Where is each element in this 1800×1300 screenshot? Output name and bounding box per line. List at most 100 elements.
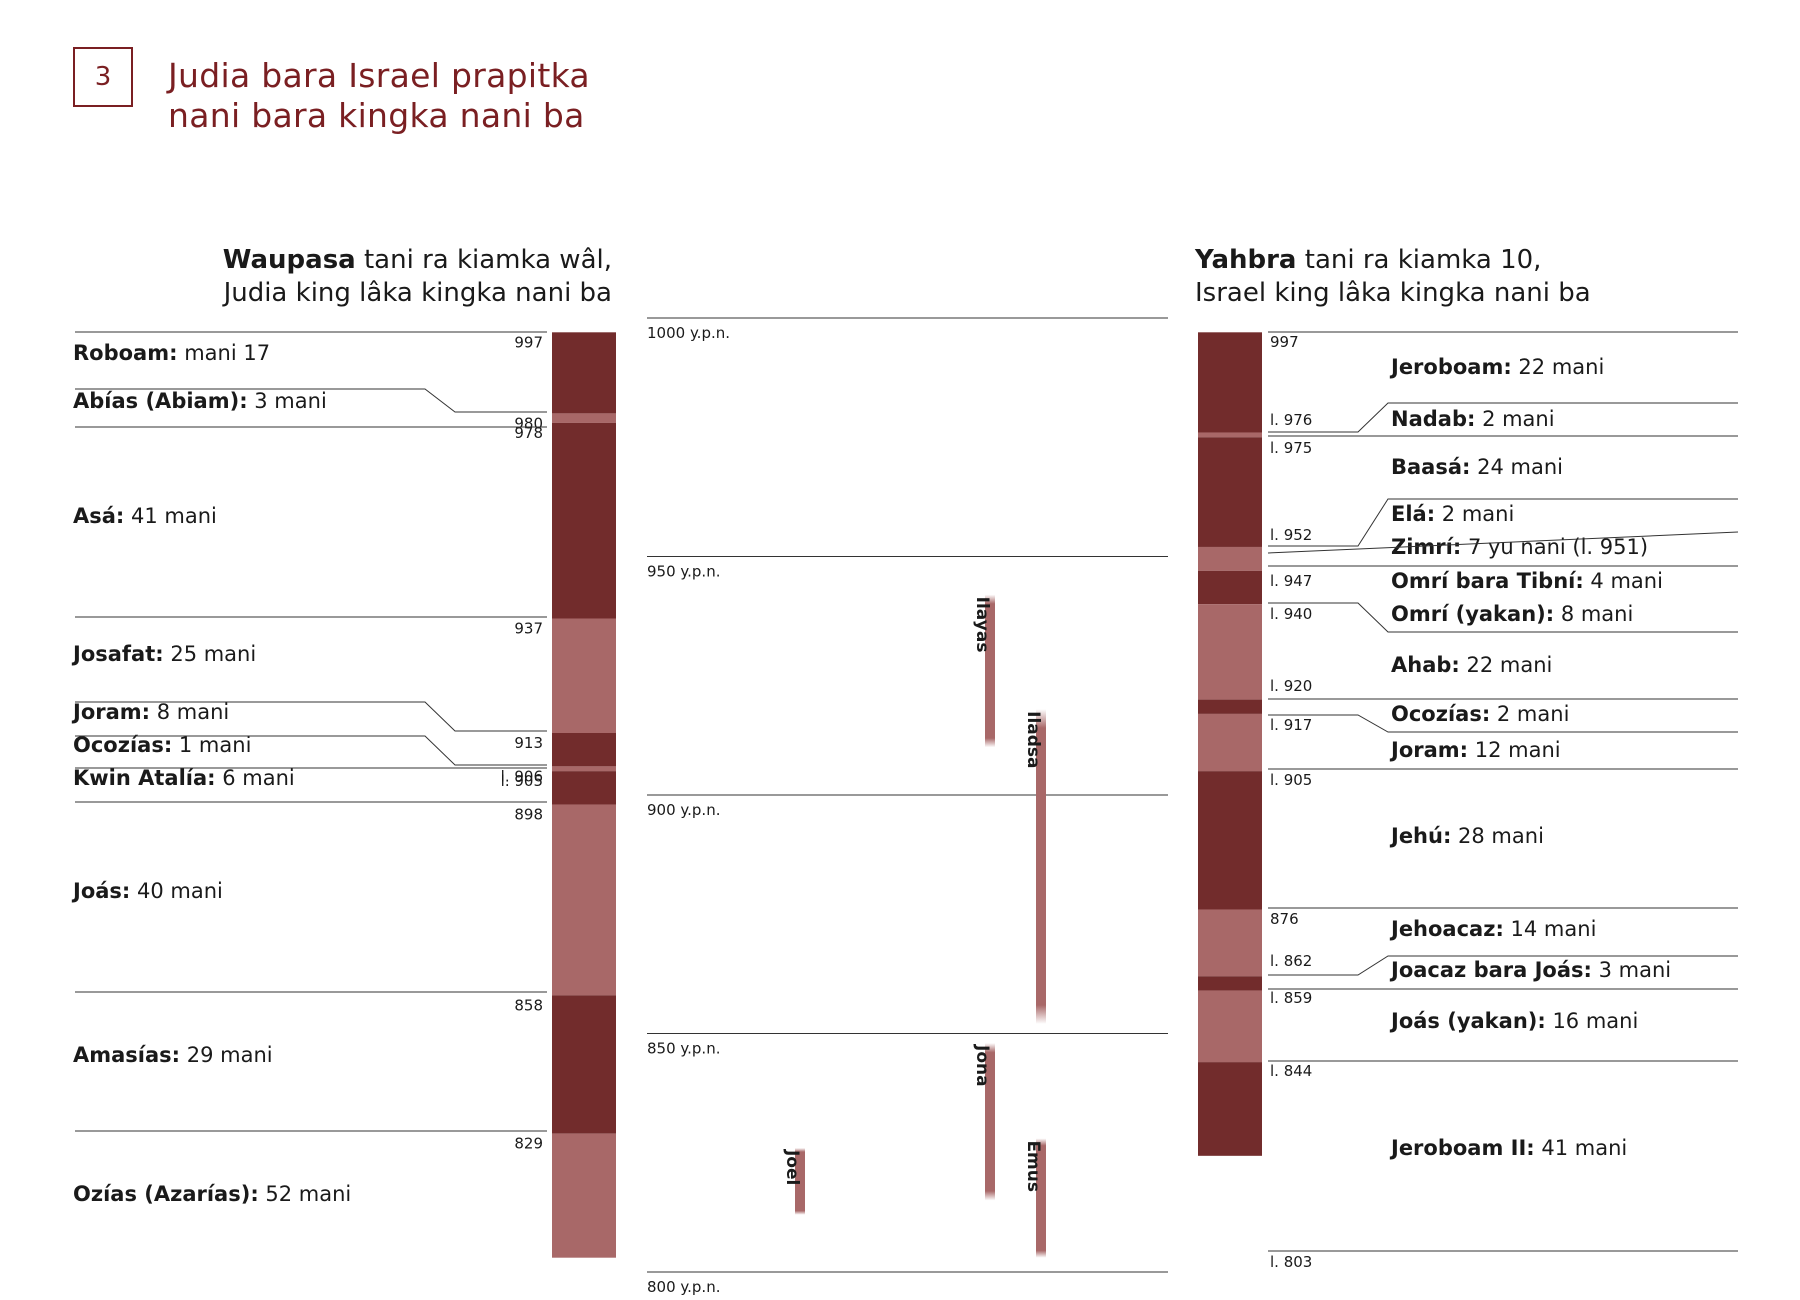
israel-start-year: l. 859	[1270, 989, 1312, 1007]
judah-separator-line	[75, 735, 547, 766]
israel-start-year: l. 905	[1270, 771, 1312, 789]
israel-end-year: l. 803	[1270, 1253, 1312, 1271]
judah-king-label: Ozías (Azarías): 52 mani	[73, 1182, 351, 1206]
israel-reign-bar	[1198, 699, 1262, 714]
israel-separator-line	[1268, 714, 1738, 733]
israel-king-label: Jehoacaz: 14 mani	[1389, 917, 1596, 941]
israel-header-bold: Yahbra	[1195, 245, 1297, 275]
title-line-1: Judia bara Israel prapitka	[168, 56, 590, 95]
israel-king-label: Jeroboam: 22 mani	[1389, 355, 1604, 379]
judah-reign-bar	[552, 1133, 616, 1258]
judah-header-bold: Waupasa	[222, 245, 356, 275]
israel-header-line2: Israel king lâka kingka nani ba	[1195, 278, 1591, 308]
israel-reign-bar	[1198, 570, 1262, 605]
israel-king-label: Zimrí: 7 yu nani (l. 951)	[1391, 535, 1648, 559]
israel-king-label: Joás (yakan): 16 mani	[1389, 1009, 1638, 1033]
judah-reign-bar	[552, 332, 616, 414]
israel-start-year: l. 844	[1270, 1062, 1312, 1080]
judah-separator-line	[75, 701, 547, 732]
page-title: Judia bara Israel prapitka nani bara kin…	[168, 56, 590, 136]
israel-reign-bar	[1198, 332, 1262, 433]
israel-start-year: l. 975	[1270, 439, 1312, 457]
prophet-bar	[1036, 1138, 1046, 1258]
prophet-label: Ilayas	[972, 597, 992, 653]
judah-start-year: 980	[514, 414, 543, 432]
israel-king-label: Omrí bara Tibní: 4 mani	[1391, 569, 1663, 593]
judah-reign-bar	[552, 422, 616, 619]
israel-separator-line	[1268, 402, 1738, 433]
judah-reign-bar	[552, 771, 616, 805]
israel-king-label: Jeroboam II: 41 mani	[1389, 1136, 1627, 1160]
israel-king-label: Joacaz bara Joás: 3 mani	[1389, 958, 1671, 982]
israel-start-year: 997	[1270, 333, 1299, 351]
israel-start-year: 876	[1270, 910, 1299, 928]
israel-start-year: l. 862	[1270, 952, 1312, 970]
judah-king-label: Joás: 40 mani	[71, 879, 223, 903]
axis-label: 900 y.p.n.	[647, 801, 720, 819]
prophet-bar	[795, 1147, 805, 1215]
judah-reign-bar	[552, 766, 616, 772]
israel-king-label: Baasá: 24 mani	[1391, 455, 1563, 479]
axis-label: 1000 y.p.n.	[647, 324, 730, 342]
israel-reign-bar	[1198, 604, 1262, 700]
israel-king-label: Elá: 2 mani	[1391, 502, 1514, 526]
judah-start-year: l. 905	[501, 772, 543, 790]
judah-start-year: 937	[514, 620, 543, 638]
judah-reign-bar	[552, 804, 616, 996]
prophet-bar	[985, 1043, 995, 1201]
judah-king-label: Kwin Atalía: 6 mani	[73, 766, 295, 790]
judah-start-year: 997	[514, 333, 543, 351]
israel-separator-line	[1268, 955, 1738, 976]
israel-reign-bar	[1198, 771, 1262, 910]
judah-column-header: Waupasa tani ra kiamka wâl, Judia king l…	[200, 244, 612, 310]
judah-separator-line	[75, 388, 547, 413]
israel-start-year: l. 917	[1270, 716, 1312, 734]
judah-king-label: Abías (Abiam): 3 mani	[73, 389, 327, 413]
judah-reign-bar	[552, 413, 616, 423]
israel-king-label: Nadab: 2 mani	[1391, 407, 1555, 431]
israel-header-rest: tani ra kiamka 10,	[1296, 245, 1542, 275]
judah-king-label: Josafat: 25 mani	[71, 642, 256, 666]
israel-start-year: l. 976	[1270, 411, 1312, 429]
judah-start-year: 858	[514, 996, 543, 1014]
judah-king-label: Amasías: 29 mani	[73, 1043, 273, 1067]
prophet-label: Emus	[1023, 1140, 1043, 1192]
judah-start-year: 898	[514, 806, 543, 824]
judah-king-label: Roboam: mani 17	[73, 341, 270, 365]
israel-reign-bar	[1198, 909, 1262, 977]
israel-reign-bar	[1198, 1062, 1262, 1156]
judah-start-year: 829	[514, 1135, 543, 1153]
chapter-badge: 3	[73, 47, 133, 107]
israel-separator-line	[1268, 602, 1738, 633]
prophet-bar	[1036, 709, 1046, 1024]
israel-reign-bar	[1198, 437, 1262, 547]
israel-separator-line	[1267, 531, 1739, 554]
judah-reign-bar	[552, 732, 616, 767]
prophet-label: Joel	[782, 1149, 802, 1185]
israel-reign-bar	[1198, 976, 1262, 991]
axis-label: 950 y.p.n.	[647, 563, 720, 581]
judah-header-rest: tani ra kiamka wâl,	[355, 245, 612, 275]
judah-start-year: l. 906	[501, 767, 543, 785]
judah-reign-bar	[552, 995, 616, 1134]
judah-header-line2: Judia king lâka kingka nani ba	[223, 278, 612, 308]
judah-king-label: Joram: 8 mani	[71, 700, 229, 724]
israel-king-label: Omrí (yakan): 8 mani	[1391, 602, 1633, 626]
prophet-label: Jona	[972, 1044, 992, 1087]
axis-label: 800 y.p.n.	[647, 1278, 720, 1296]
israel-start-year: l. 940	[1270, 605, 1312, 623]
israel-separator-line	[1268, 498, 1738, 547]
israel-reign-bar	[1198, 713, 1262, 772]
israel-king-label: Jehú: 28 mani	[1389, 824, 1544, 848]
judah-king-label: Asá: 41 mani	[73, 504, 217, 528]
prophet-bar	[985, 594, 995, 748]
judah-king-label: Ocozías: 1 mani	[73, 733, 251, 757]
israel-king-label: Joram: 12 mani	[1389, 738, 1561, 762]
israel-column-header: Yahbra tani ra kiamka 10, Israel king lâ…	[1195, 244, 1591, 310]
israel-start-year: l. 952	[1270, 526, 1312, 544]
judah-start-year: 978	[514, 424, 543, 442]
judah-start-year: 913	[514, 734, 543, 752]
judah-reign-bar	[552, 618, 616, 733]
israel-king-label: Ocozías: 2 mani	[1391, 702, 1569, 726]
